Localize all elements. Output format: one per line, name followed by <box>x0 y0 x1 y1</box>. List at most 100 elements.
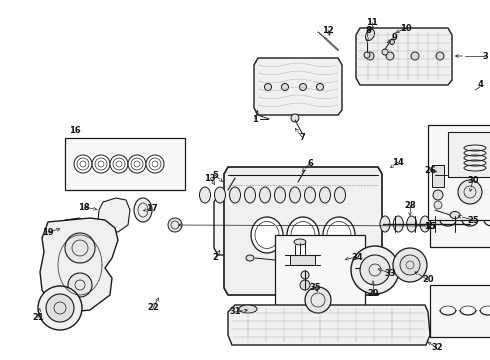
Ellipse shape <box>335 187 345 203</box>
Text: 30: 30 <box>467 176 479 185</box>
Circle shape <box>168 218 182 232</box>
Text: 14: 14 <box>392 158 404 166</box>
Text: 9: 9 <box>391 32 397 41</box>
Circle shape <box>74 155 92 173</box>
Circle shape <box>281 84 289 90</box>
Ellipse shape <box>319 187 330 203</box>
Ellipse shape <box>447 216 457 232</box>
Bar <box>448 132 490 177</box>
Text: 11: 11 <box>366 18 378 27</box>
Text: 7: 7 <box>299 132 305 141</box>
Ellipse shape <box>229 211 255 239</box>
Bar <box>432 165 444 187</box>
Text: 31: 31 <box>229 307 241 316</box>
Circle shape <box>92 155 110 173</box>
Ellipse shape <box>290 187 300 203</box>
Circle shape <box>351 246 399 294</box>
Circle shape <box>68 273 92 297</box>
Circle shape <box>65 233 95 263</box>
Circle shape <box>390 40 394 45</box>
Ellipse shape <box>366 30 374 41</box>
Text: 15: 15 <box>424 221 436 230</box>
Ellipse shape <box>433 216 443 232</box>
Circle shape <box>433 190 443 200</box>
Ellipse shape <box>245 187 255 203</box>
Text: 15: 15 <box>424 221 436 230</box>
Circle shape <box>301 271 309 279</box>
Circle shape <box>128 155 146 173</box>
Text: 16: 16 <box>69 126 81 135</box>
Circle shape <box>434 201 442 209</box>
Circle shape <box>300 280 310 290</box>
Bar <box>275 235 365 315</box>
Polygon shape <box>228 305 430 345</box>
Polygon shape <box>214 195 332 255</box>
Polygon shape <box>356 28 452 85</box>
Ellipse shape <box>420 216 430 232</box>
Polygon shape <box>63 218 85 240</box>
Ellipse shape <box>380 216 390 232</box>
Text: 32: 32 <box>431 343 443 352</box>
Ellipse shape <box>215 187 225 203</box>
Text: 33: 33 <box>384 269 396 278</box>
Text: 3: 3 <box>482 51 488 60</box>
Bar <box>430 195 490 247</box>
Ellipse shape <box>287 217 319 253</box>
Text: 20: 20 <box>422 275 434 284</box>
Text: 34: 34 <box>351 252 363 261</box>
Ellipse shape <box>289 211 315 239</box>
Ellipse shape <box>393 216 403 232</box>
Ellipse shape <box>259 211 285 239</box>
Circle shape <box>265 84 271 90</box>
Circle shape <box>110 155 128 173</box>
Circle shape <box>146 155 164 173</box>
Circle shape <box>364 52 370 58</box>
Circle shape <box>305 287 331 313</box>
Circle shape <box>46 294 74 322</box>
Ellipse shape <box>229 187 241 203</box>
Text: 22: 22 <box>147 303 159 312</box>
Circle shape <box>291 114 299 122</box>
Text: 4: 4 <box>477 80 483 89</box>
Ellipse shape <box>199 187 211 203</box>
Text: 29: 29 <box>367 288 379 297</box>
Circle shape <box>382 49 388 55</box>
Ellipse shape <box>450 212 460 219</box>
Circle shape <box>386 52 394 60</box>
Circle shape <box>38 286 82 330</box>
Bar <box>428 125 490 220</box>
Text: 25: 25 <box>467 216 479 225</box>
Ellipse shape <box>246 255 254 261</box>
Text: 2: 2 <box>212 253 218 262</box>
Ellipse shape <box>294 239 306 245</box>
Polygon shape <box>224 167 382 295</box>
Circle shape <box>458 180 482 204</box>
Polygon shape <box>98 198 130 232</box>
Bar <box>430 285 490 337</box>
Circle shape <box>393 248 427 282</box>
Text: 13: 13 <box>204 174 216 183</box>
Circle shape <box>360 255 390 285</box>
Circle shape <box>317 84 323 90</box>
Polygon shape <box>254 58 342 115</box>
Bar <box>65 138 185 190</box>
Circle shape <box>436 52 444 60</box>
Text: 8: 8 <box>365 26 371 35</box>
Text: 18: 18 <box>78 202 90 212</box>
Text: 6: 6 <box>307 158 313 167</box>
Text: 19: 19 <box>42 228 54 237</box>
Ellipse shape <box>260 187 270 203</box>
Text: 5: 5 <box>212 171 218 180</box>
Text: 1: 1 <box>252 114 258 123</box>
Ellipse shape <box>304 187 316 203</box>
Circle shape <box>400 255 420 275</box>
Ellipse shape <box>407 216 416 232</box>
Polygon shape <box>40 218 118 312</box>
Text: 26: 26 <box>424 166 436 175</box>
Text: 28: 28 <box>404 201 416 210</box>
Bar <box>290 255 315 265</box>
Text: 10: 10 <box>400 23 412 32</box>
Circle shape <box>299 84 307 90</box>
Circle shape <box>411 52 419 60</box>
Text: 21: 21 <box>32 314 44 323</box>
